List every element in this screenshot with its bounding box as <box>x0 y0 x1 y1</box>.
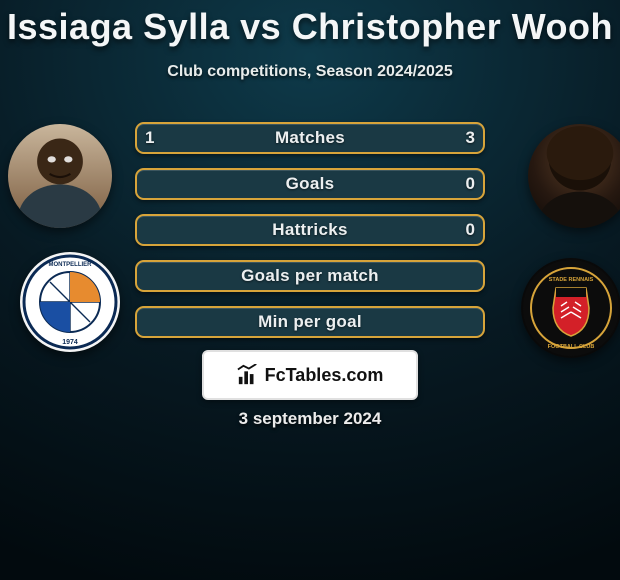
club-right-logo: STADE RENNAIS FOOTBALL CLUB <box>521 258 620 358</box>
fctables-badge: FcTables.com <box>202 350 418 400</box>
stat-value-right: 3 <box>431 124 475 152</box>
stat-row: Goals 0 <box>135 168 485 200</box>
stat-value-right <box>431 262 475 290</box>
person-silhouette-icon <box>8 124 112 228</box>
comparison-card: Issiaga Sylla vs Christopher Wooh Club c… <box>0 0 620 580</box>
stat-value-right: 0 <box>431 216 475 244</box>
stat-row: Goals per match <box>135 260 485 292</box>
club-logo-icon: STADE RENNAIS FOOTBALL CLUB <box>521 258 620 358</box>
bar-chart-icon <box>237 364 259 386</box>
subtitle: Club competitions, Season 2024/2025 <box>0 63 620 81</box>
stat-row: Hattricks 0 <box>135 214 485 246</box>
date-text: 3 september 2024 <box>0 409 620 429</box>
stat-value-right: 0 <box>431 170 475 198</box>
stat-value-right <box>431 308 475 336</box>
fctables-label: FcTables.com <box>265 365 384 386</box>
stat-row: Min per goal <box>135 306 485 338</box>
player-right-avatar <box>528 124 620 228</box>
club-left-logo: MONTPELLIER 1974 <box>20 252 120 352</box>
svg-text:MONTPELLIER: MONTPELLIER <box>49 262 93 268</box>
stat-row: 1 Matches 3 <box>135 122 485 154</box>
stat-rows: 1 Matches 3 Goals 0 Hattricks 0 Goals pe… <box>135 122 485 352</box>
person-silhouette-icon <box>528 124 620 228</box>
svg-text:STADE RENNAIS: STADE RENNAIS <box>549 277 594 283</box>
club-logo-icon: MONTPELLIER 1974 <box>20 252 120 352</box>
svg-text:1974: 1974 <box>62 339 78 346</box>
player-left-avatar <box>8 124 112 228</box>
page-title: Issiaga Sylla vs Christopher Wooh <box>0 6 620 48</box>
svg-text:FOOTBALL CLUB: FOOTBALL CLUB <box>548 344 595 350</box>
